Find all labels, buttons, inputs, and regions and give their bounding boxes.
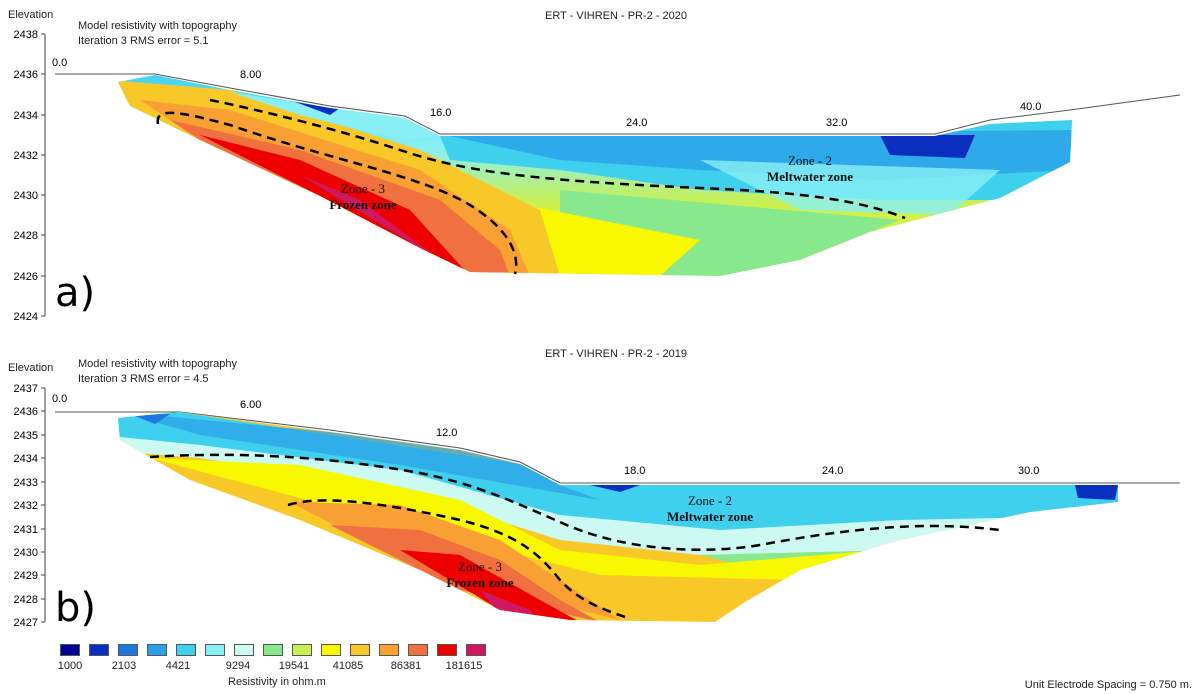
zone-boundary-upper: [149, 453, 1001, 551]
zone-3-label-b: Zone - 3 Frozen zone: [430, 559, 530, 591]
y-tick-label: 2424: [14, 311, 38, 323]
zone-boundary-lower: [156, 111, 518, 275]
legend-label: 181615: [445, 660, 483, 672]
y-tick-label: 2434: [14, 110, 38, 122]
legend-swatch: [437, 644, 457, 656]
zone-name: Zone - 2: [787, 153, 833, 168]
legend-swatch: [321, 644, 341, 656]
section-plot: 2437 2436 2435 2434 2433 2432 2431 2430 …: [14, 383, 1180, 629]
y-tick-label: 2428: [14, 230, 38, 242]
x-ticks-b: 0.0 6.00 12.0 18.0 24.0 30.0: [52, 393, 1039, 477]
y-tick-label: 2434: [14, 453, 38, 465]
zone-2-label-b: Zone - 2 Meltwater zone: [640, 493, 780, 525]
zone-desc: Frozen zone: [446, 575, 514, 590]
y-tick-label: 2428: [14, 594, 38, 606]
iteration-text: Iteration 3 RMS error = 5.1: [78, 35, 209, 47]
y-tick-label: 2432: [14, 500, 38, 512]
legend-swatch: [263, 644, 283, 656]
y-tick-label: 2433: [14, 477, 38, 489]
y-tick-label: 2432: [14, 150, 38, 162]
legend-label: 2103: [111, 660, 137, 672]
y-axis-label: Elevation: [8, 362, 54, 374]
x-ticks-a: 0.0 8.00 16.0 24.0 32.0 40.0: [52, 57, 1041, 129]
legend-swatch: [379, 644, 399, 656]
section-plot: 2438 2436 2434 2432 2430 2428 2426 2424 …: [14, 29, 1181, 323]
y-tick-label: 2431: [14, 524, 38, 536]
legend-swatch: [466, 644, 486, 656]
panel-letter: a): [55, 270, 96, 316]
zone-desc: Meltwater zone: [666, 509, 754, 524]
x-tick-label: 24.0: [822, 465, 843, 477]
legend-swatch: [60, 644, 80, 656]
legend-label: 19541: [278, 660, 310, 672]
x-tick-label: 0.0: [52, 393, 67, 405]
zone-desc: Frozen zone: [329, 197, 397, 212]
resistivity-section-b: [118, 412, 1118, 622]
y-tick-label: 2426: [14, 271, 38, 283]
y-tick-label: 2427: [14, 617, 38, 629]
y-tick-label: 2430: [14, 547, 38, 559]
topography-line: [55, 73, 1181, 135]
zone-3-label-a: Zone - 3 Frozen zone: [318, 181, 408, 213]
y-ticks-a: 2438 2436 2434 2432 2430 2428 2426 2424: [14, 29, 45, 323]
legend-label: 41085: [332, 660, 364, 672]
legend-swatch: [234, 644, 254, 656]
legend-swatch: [118, 644, 138, 656]
y-tick-label: 2429: [14, 570, 38, 582]
y-tick-label: 2430: [14, 190, 38, 202]
unit-electrode-spacing: Unit Electrode Spacing = 0.750 m.: [1024, 679, 1192, 691]
legend-swatch: [350, 644, 370, 656]
zone-name: Zone - 3: [457, 559, 503, 574]
y-tick-label: 2436: [14, 406, 38, 418]
legend-swatch: [292, 644, 312, 656]
x-tick-label: 40.0: [1020, 101, 1041, 113]
y-tick-label: 2437: [14, 383, 38, 395]
legend-label: 9294: [225, 660, 251, 672]
y-tick-label: 2438: [14, 29, 38, 41]
iteration-text: Iteration 3 RMS error = 4.5: [78, 373, 209, 385]
legend-swatch: [205, 644, 225, 656]
legend-swatch: [176, 644, 196, 656]
x-tick-label: 24.0: [626, 117, 647, 129]
x-tick-label: 0.0: [52, 57, 67, 69]
resistivity-section-a: [118, 75, 1072, 276]
panel-2020: Elevation Model resistivity with topogra…: [0, 0, 1200, 340]
zone-2-label-a: Zone - 2 Meltwater zone: [745, 153, 875, 185]
legend-swatch: [147, 644, 167, 656]
legend-swatch: [408, 644, 428, 656]
y-tick-label: 2436: [14, 69, 38, 81]
legend-label: 4421: [165, 660, 191, 672]
y-axis-label: Elevation: [8, 9, 54, 21]
zone-boundary-upper: [209, 98, 906, 220]
panel-letter: b): [55, 585, 96, 631]
legend-title: Resistivity in ohm.m: [228, 676, 326, 688]
chart-title: ERT - VIHREN - PR-2 - 2020: [545, 10, 688, 22]
y-ticks-b: 2437 2436 2435 2434 2433 2432 2431 2430 …: [14, 383, 45, 629]
legend-label: 1000: [57, 660, 83, 672]
panel-2019: Elevation Model resistivity with topogra…: [0, 340, 1200, 640]
x-tick-label: 8.00: [240, 69, 261, 81]
x-tick-label: 6.00: [240, 399, 261, 411]
x-tick-label: 16.0: [430, 107, 451, 119]
chart-subtitle: Model resistivity with topography: [78, 20, 237, 32]
zone-desc: Meltwater zone: [766, 169, 854, 184]
y-tick-label: 2435: [14, 430, 38, 442]
zone-boundary-lower: [287, 499, 629, 620]
chart-title: ERT - VIHREN - PR-2 - 2019: [545, 348, 688, 360]
x-tick-label: 12.0: [436, 427, 457, 439]
zone-name: Zone - 2: [687, 493, 733, 508]
zone-name: Zone - 3: [340, 181, 386, 196]
legend-label: 86381: [390, 660, 422, 672]
x-tick-label: 18.0: [624, 465, 645, 477]
x-tick-label: 32.0: [826, 117, 847, 129]
x-tick-label: 30.0: [1018, 465, 1039, 477]
legend-swatch: [89, 644, 109, 656]
chart-subtitle: Model resistivity with topography: [78, 358, 237, 370]
